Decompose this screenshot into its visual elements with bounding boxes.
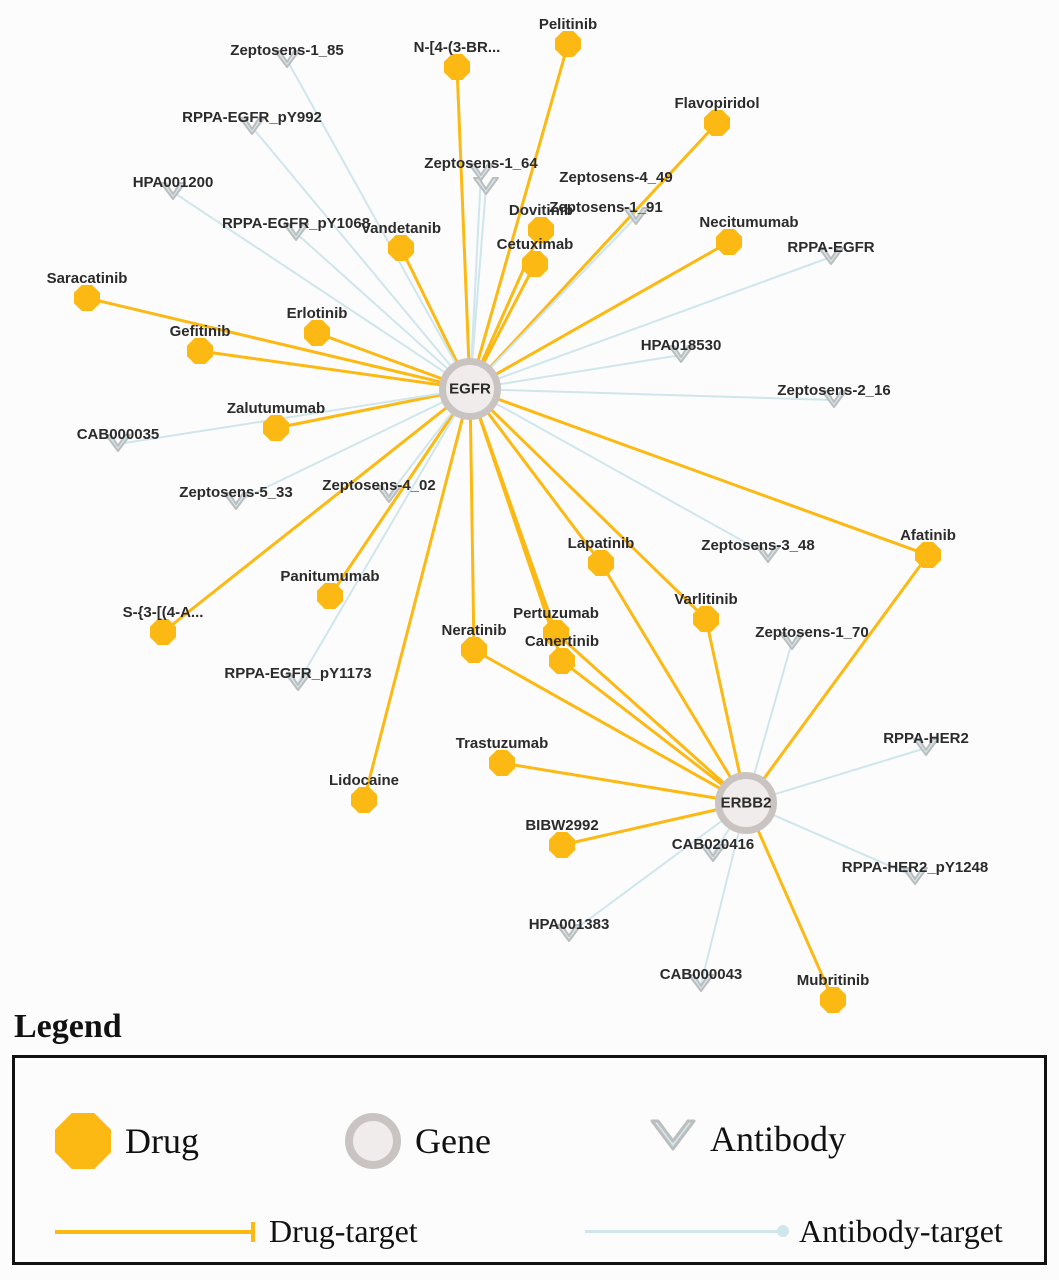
antibody-target-edge-Zeptosens-5_33-EGFR	[236, 389, 470, 502]
legend-item-antibody-target: Antibody-target	[585, 1213, 1003, 1250]
legend-item-drug-target: Drug-target	[55, 1213, 418, 1250]
antibody-node-CAB000035[interactable]	[105, 434, 131, 454]
antibody-node-RPPA-EGFR[interactable]	[818, 247, 844, 267]
antibody-node-Zeptosens-4_49[interactable]	[473, 177, 499, 197]
drug-node-Pelitinib[interactable]	[555, 31, 581, 57]
drug-node-Cetuximab[interactable]	[522, 251, 548, 277]
drug-node-Mubritinib[interactable]	[820, 987, 846, 1013]
gene-node-label-EGFR: EGFR	[449, 381, 491, 398]
antibody-node-HPA001200[interactable]	[160, 182, 186, 202]
antibody-icon	[650, 1119, 696, 1159]
drug-icon	[55, 1113, 111, 1169]
legend-label-antibody: Antibody	[710, 1118, 846, 1160]
antibody-node-Zeptosens-1_70[interactable]	[779, 632, 805, 652]
gene-node-ERBB2[interactable]: ERBB2	[715, 772, 777, 834]
antibody-target-edge-CAB000035-EGFR	[118, 389, 470, 444]
antibody-node-HPA001383[interactable]	[556, 924, 582, 944]
drug-target-edge-Neratinib-EGFR	[470, 389, 474, 650]
drug-target-edge-Canertinib-EGFR	[470, 389, 562, 661]
drug-node-Dovitinib[interactable]	[528, 217, 554, 243]
gene-node-EGFR[interactable]: EGFR	[439, 358, 501, 420]
drug-target-edge-Afatinib-EGFR	[470, 389, 928, 555]
antibody-node-Zeptosens-1_91[interactable]	[623, 207, 649, 227]
drug-node-Lidocaine[interactable]	[351, 787, 377, 813]
antibody-node-CAB020416[interactable]	[700, 844, 726, 864]
drug-target-edge-Saracatinib-EGFR	[87, 298, 470, 389]
antibody-target-line-sample	[585, 1230, 785, 1233]
antibody-node-RPPA-EGFR_pY992[interactable]	[239, 117, 265, 137]
drug-node-Flavopiridol[interactable]	[704, 110, 730, 136]
legend-label-drug: Drug	[125, 1120, 199, 1162]
drug-node-S-{3-[(4-A...[interactable]	[150, 619, 176, 645]
antibody-target-edge-RPPA-EGFR_pY1173-EGFR	[298, 389, 470, 683]
legend-label-antibody-target: Antibody-target	[799, 1213, 1003, 1250]
drug-target-edge-Mubritinib-ERBB2	[746, 803, 833, 1000]
antibody-node-Zeptosens-1_85[interactable]	[274, 50, 300, 70]
antibody-node-RPPA-HER2_pY1248[interactable]	[902, 867, 928, 887]
drug-target-edge-Lapatinib-ERBB2	[601, 563, 746, 803]
drug-node-Pertuzumab[interactable]	[543, 620, 569, 646]
network-diagram: EGFR ERBB2 Pelitinib N-[4-(3-BR... Flavopiri…	[0, 0, 1059, 1000]
legend-box: Drug Gene Antibody Drug-target Antibody-…	[12, 1055, 1047, 1265]
antibody-target-edge-HPA001200-EGFR	[173, 192, 470, 389]
drug-target-edge-Lapatinib-EGFR	[470, 389, 601, 563]
antibody-node-RPPA-EGFR_pY1068[interactable]	[283, 223, 309, 243]
drug-node-Lapatinib[interactable]	[588, 550, 614, 576]
legend-label-drug-target: Drug-target	[269, 1213, 418, 1250]
drug-node-Varlitinib[interactable]	[693, 606, 719, 632]
antibody-target-edge-Zeptosens-2_16-EGFR	[470, 389, 834, 400]
drug-node-Panitumumab[interactable]	[317, 583, 343, 609]
antibody-target-edge-RPPA-EGFR-EGFR	[470, 257, 831, 389]
legend-item-antibody: Antibody	[650, 1118, 846, 1160]
edge-svg	[0, 0, 1059, 1000]
legend-item-gene: Gene	[345, 1113, 491, 1169]
legend-label-gene: Gene	[415, 1120, 491, 1162]
drug-target-edge-N-[4-(3-BR...-EGFR	[457, 67, 470, 389]
drug-node-Afatinib[interactable]	[915, 542, 941, 568]
antibody-target-edge-RPPA-EGFR_pY1068-EGFR	[296, 233, 470, 389]
antibody-node-Zeptosens-2_16[interactable]	[821, 390, 847, 410]
drug-target-line-sample	[55, 1230, 255, 1234]
antibody-node-CAB000043[interactable]	[688, 974, 714, 994]
gene-node-label-ERBB2: ERBB2	[721, 795, 772, 812]
antibody-target-edge-Zeptosens-3_48-EGFR	[470, 389, 768, 555]
antibody-node-HPA018530[interactable]	[668, 345, 694, 365]
drug-node-Canertinib[interactable]	[549, 648, 575, 674]
drug-target-edge-Lidocaine-EGFR	[364, 389, 470, 800]
drug-target-edge-Afatinib-ERBB2	[746, 555, 928, 803]
gene-icon	[345, 1113, 401, 1169]
drug-node-Necitumumab[interactable]	[716, 229, 742, 255]
drug-node-BIBW2992[interactable]	[549, 832, 575, 858]
antibody-node-RPPA-EGFR_pY1173[interactable]	[285, 673, 311, 693]
drug-target-edge-Varlitinib-EGFR	[470, 389, 706, 619]
drug-node-Neratinib[interactable]	[461, 637, 487, 663]
legend-title: Legend	[14, 1008, 122, 1046]
legend-item-drug: Drug	[55, 1113, 199, 1169]
antibody-node-Zeptosens-3_48[interactable]	[755, 545, 781, 565]
antibody-node-RPPA-HER2[interactable]	[913, 738, 939, 758]
drug-node-Trastuzumab[interactable]	[489, 750, 515, 776]
drug-target-edge-S-{3-[(4-A...-EGFR	[163, 389, 470, 632]
antibody-node-Zeptosens-4_02[interactable]	[376, 485, 402, 505]
antibody-node-Zeptosens-5_33[interactable]	[223, 492, 249, 512]
